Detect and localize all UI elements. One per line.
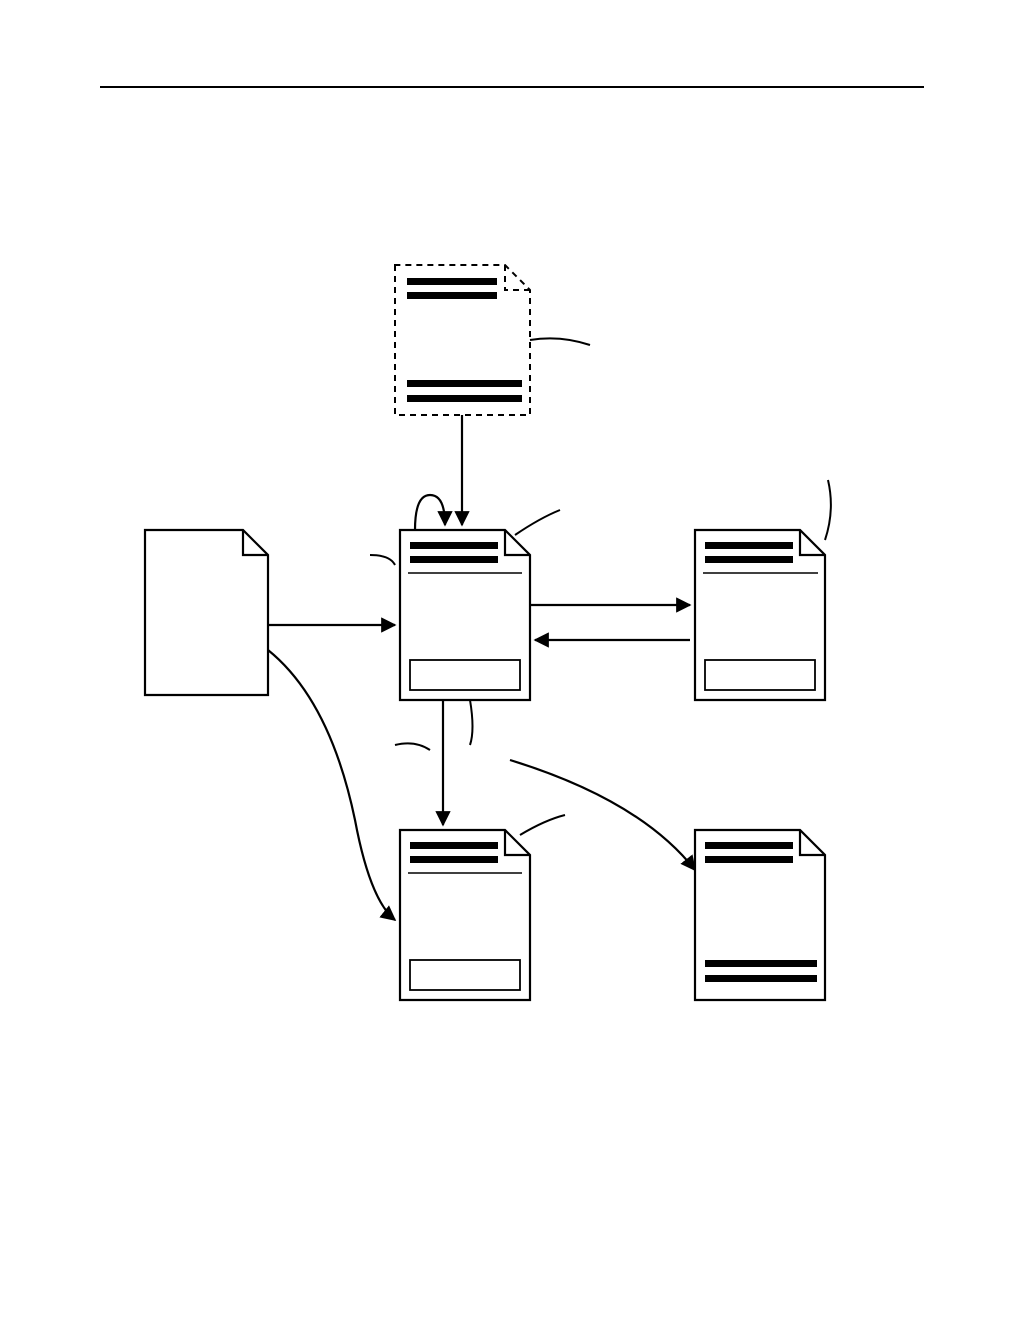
node-help-page	[145, 530, 268, 695]
page	[0, 0, 1024, 1320]
node-edit-contact	[400, 530, 530, 700]
node-cpmv-contacts	[695, 530, 825, 700]
node-set-folder	[400, 830, 530, 1000]
node-incoming-email	[395, 265, 530, 415]
node-user-info	[695, 830, 825, 1000]
diagram	[0, 0, 1024, 1320]
